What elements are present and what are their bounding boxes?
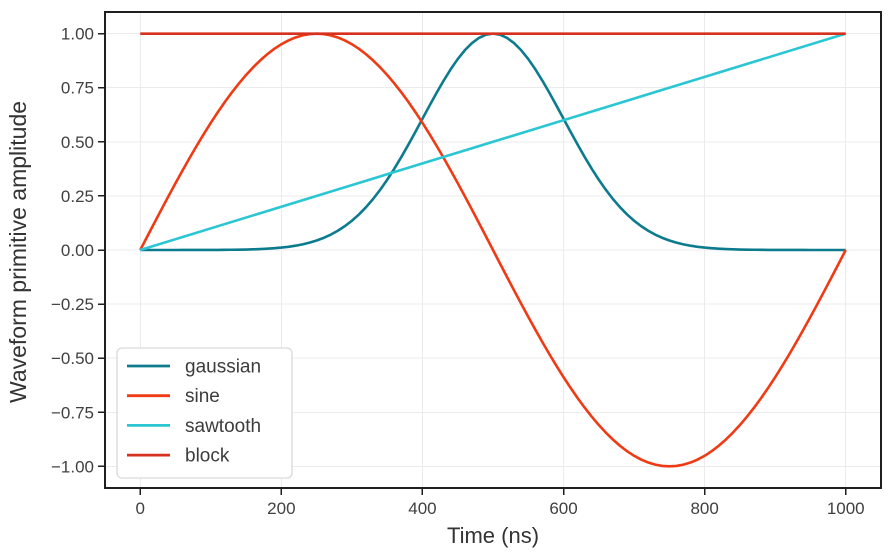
legend-label-gaussian: gaussian	[185, 357, 261, 378]
legend: gaussian sine sawtooth block	[116, 347, 293, 479]
y-tick-label: 0.25	[61, 187, 94, 206]
y-tick-label: 0.75	[61, 79, 94, 98]
y-tick-label: −0.75	[51, 403, 94, 422]
legend-box	[116, 347, 293, 479]
y-axis-label: Waveform primitive amplitude	[5, 101, 31, 403]
x-tick-label: 800	[690, 499, 718, 518]
x-tick-label: 200	[267, 499, 295, 518]
x-tick-label: 400	[408, 499, 436, 518]
x-tick-label: 1000	[827, 499, 865, 518]
y-tick-label: 1.00	[61, 25, 94, 44]
legend-label-block: block	[185, 446, 230, 467]
axes: 0 200 400 600 800 1000 1.00 0.75 0.50 0.25 0.00 −0.…	[51, 11, 882, 518]
series-line-sine	[139, 32, 847, 468]
legend-label-sawtooth: sawtooth	[185, 416, 261, 437]
y-tick-label: −0.50	[51, 349, 94, 368]
y-tick-label: 0.00	[61, 241, 94, 260]
y-tick-label: 0.50	[61, 133, 94, 152]
x-tick-label: 0	[136, 499, 145, 518]
x-axis-label: Time (ns)	[447, 523, 539, 548]
x-tick-label: 600	[549, 499, 577, 518]
series-line-sawtooth	[139, 32, 847, 252]
y-tick-label: −1.00	[51, 457, 94, 476]
legend-label-sine: sine	[185, 386, 220, 407]
series-lines	[139, 32, 847, 468]
y-tick-label: −0.25	[51, 295, 94, 314]
